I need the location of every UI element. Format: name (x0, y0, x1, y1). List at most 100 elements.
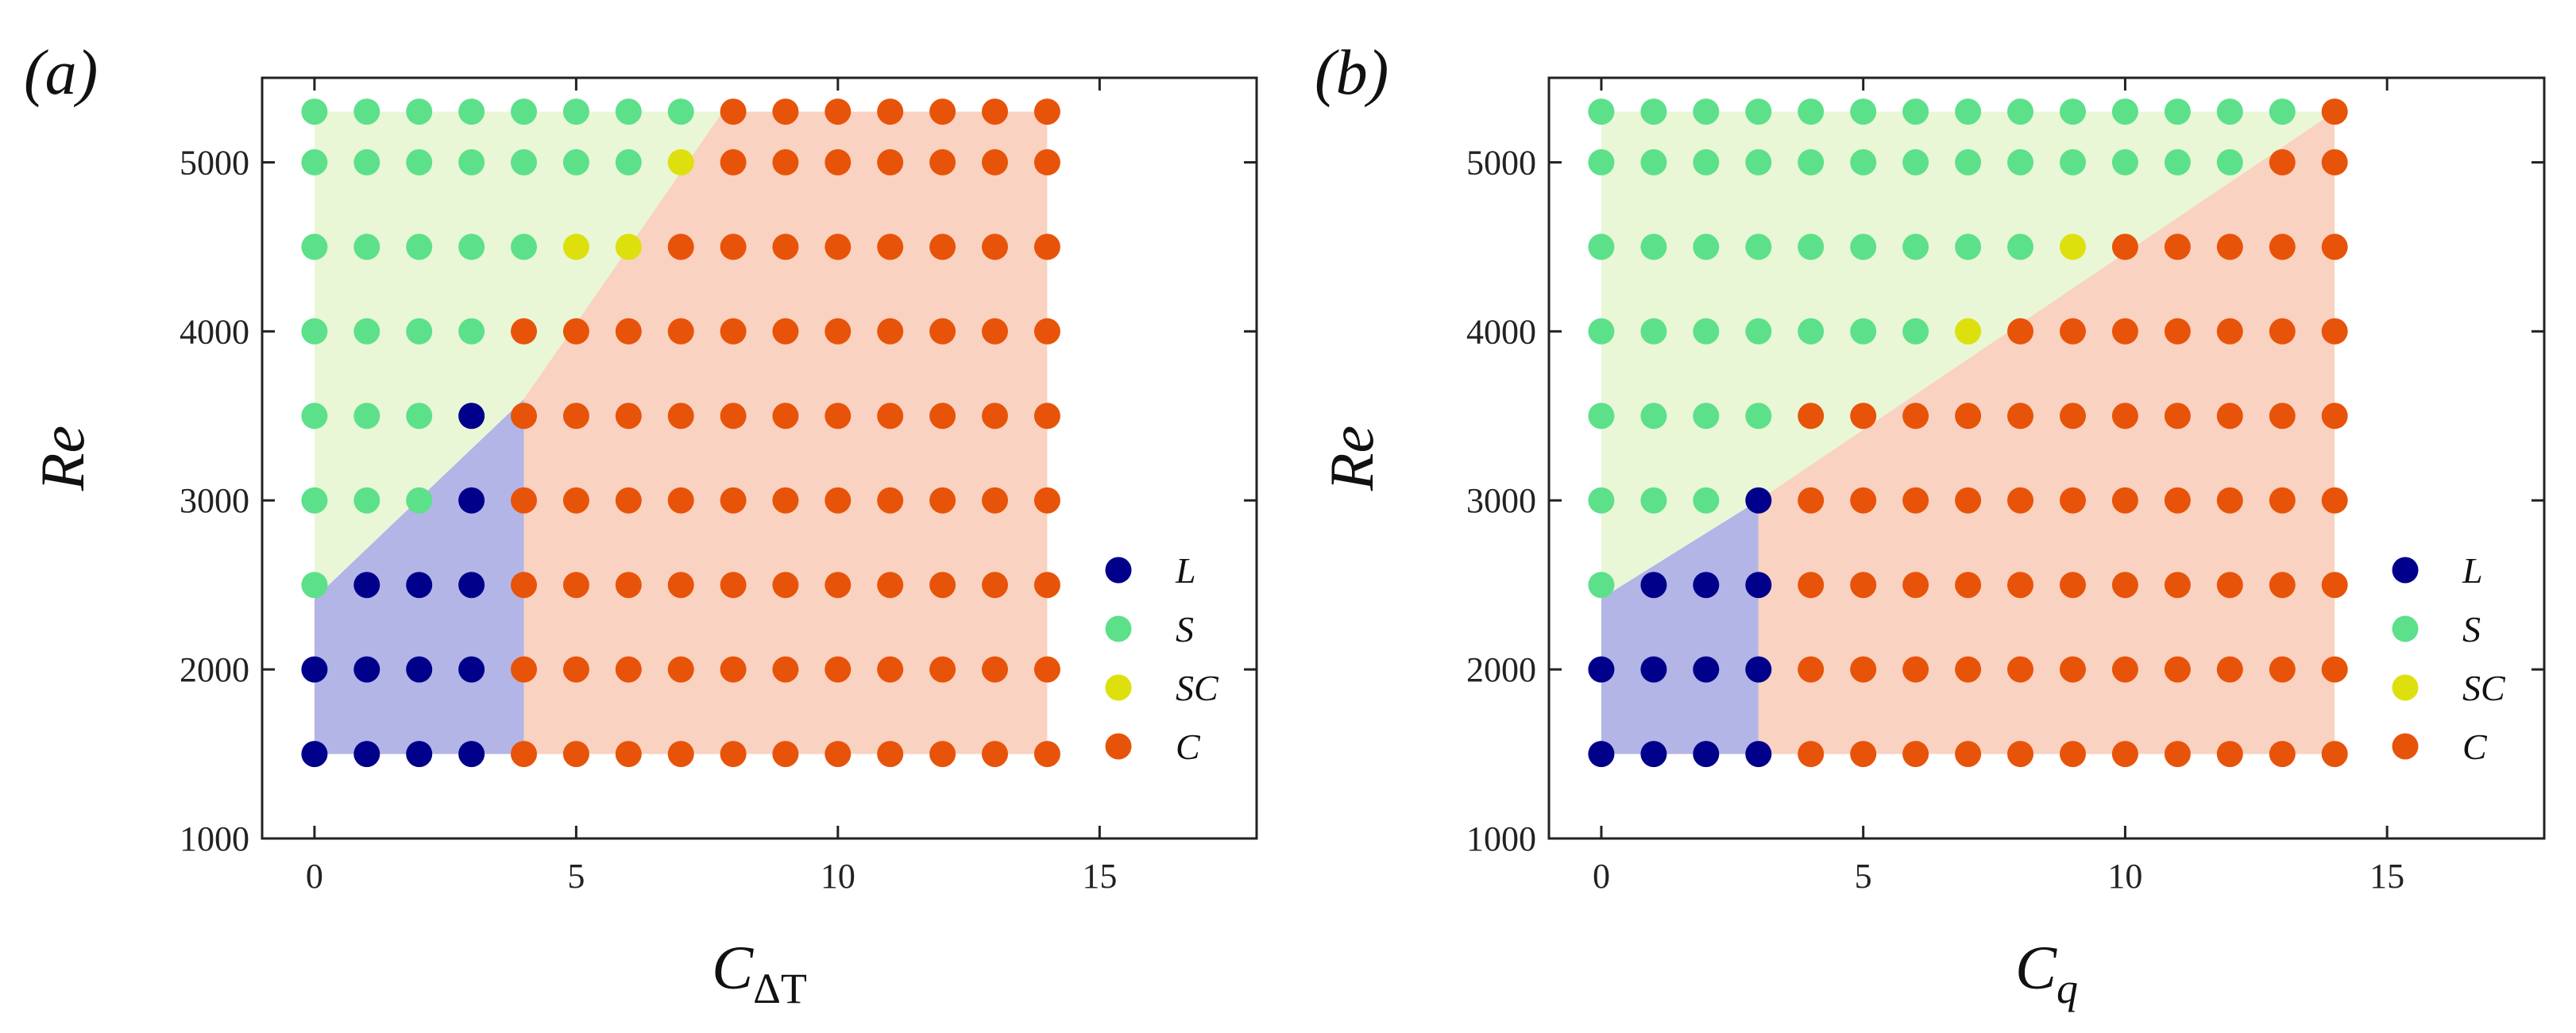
point-C (1902, 487, 1929, 514)
point-C (1033, 403, 1060, 430)
point-C (1798, 403, 1825, 430)
point-S (301, 233, 328, 260)
point-C (562, 403, 589, 430)
point-L (1745, 487, 1772, 514)
point-C (562, 656, 589, 683)
point-C (929, 656, 956, 683)
point-SC (1955, 318, 1982, 345)
point-C (615, 318, 642, 345)
y-tick-label: 1000 (1466, 819, 1536, 858)
point-C (772, 656, 799, 683)
point-L (353, 572, 380, 599)
point-C (2321, 656, 2348, 683)
point-C (667, 318, 694, 345)
point-C (562, 741, 589, 768)
point-S (1693, 98, 1720, 125)
point-S (1640, 403, 1667, 430)
point-C (2321, 487, 2348, 514)
point-C (2164, 487, 2191, 514)
panel-tag: (b) (1315, 38, 1388, 108)
point-S (406, 98, 433, 125)
point-C (929, 98, 956, 125)
region-C (523, 111, 1048, 754)
point-S (1955, 233, 1982, 260)
point-C (1955, 487, 1982, 514)
point-C (2321, 233, 2348, 260)
x-tick-label: 5 (567, 857, 585, 896)
point-C (615, 656, 642, 683)
point-C (2111, 233, 2138, 260)
point-C (2269, 572, 2296, 599)
point-S (2007, 98, 2033, 125)
legend-label-S: S (2462, 609, 2481, 649)
point-C (720, 403, 747, 430)
point-L (458, 572, 485, 599)
y-tick-label: 4000 (180, 312, 249, 351)
region-S (314, 111, 723, 599)
y-axis-title: Re (28, 426, 97, 491)
point-C (667, 741, 694, 768)
point-C (2111, 741, 2138, 768)
point-S (1745, 318, 1772, 345)
legend-marker-C (2392, 733, 2419, 760)
point-C (929, 487, 956, 514)
point-S (1640, 233, 1667, 260)
point-C (2060, 656, 2086, 683)
point-S (1902, 148, 1929, 175)
region-C (1758, 111, 2335, 754)
point-S (1693, 403, 1720, 430)
point-S (2060, 148, 2086, 175)
point-S (2007, 233, 2033, 260)
point-C (825, 487, 852, 514)
point-C (2269, 233, 2296, 260)
point-L (1588, 741, 1615, 768)
point-C (2060, 318, 2086, 345)
point-S (2216, 98, 2243, 125)
point-L (406, 572, 433, 599)
point-C (2060, 572, 2086, 599)
point-C (2164, 741, 2191, 768)
point-C (511, 403, 537, 430)
y-tick-label: 2000 (1466, 650, 1536, 689)
legend-label-L: L (2462, 550, 2483, 591)
point-C (825, 148, 852, 175)
point-C (2164, 572, 2191, 599)
point-S (1588, 148, 1615, 175)
legend-label-SC: SC (1176, 668, 1219, 708)
point-S (406, 233, 433, 260)
point-C (2111, 656, 2138, 683)
point-C (982, 148, 1008, 175)
y-tick-label: 3000 (1466, 481, 1536, 520)
point-S (1640, 318, 1667, 345)
point-C (877, 487, 904, 514)
point-C (1955, 572, 1982, 599)
point-C (720, 741, 747, 768)
point-C (720, 656, 747, 683)
point-C (720, 148, 747, 175)
point-S (1745, 98, 1772, 125)
point-S (1693, 487, 1720, 514)
point-C (825, 318, 852, 345)
point-C (2321, 572, 2348, 599)
point-S (562, 148, 589, 175)
point-C (1902, 572, 1929, 599)
point-S (2216, 148, 2243, 175)
point-SC (615, 233, 642, 260)
point-C (511, 318, 537, 345)
point-S (301, 487, 328, 514)
point-S (1693, 233, 1720, 260)
point-C (929, 741, 956, 768)
point-S (2060, 98, 2086, 125)
point-C (1902, 403, 1929, 430)
point-S (1640, 98, 1667, 125)
point-C (2007, 318, 2033, 345)
point-C (2269, 403, 2296, 430)
point-C (2111, 403, 2138, 430)
point-C (1033, 741, 1060, 768)
point-C (2216, 656, 2243, 683)
point-L (458, 487, 485, 514)
point-C (2216, 318, 2243, 345)
legend-marker-S (2392, 615, 2419, 642)
point-C (772, 98, 799, 125)
